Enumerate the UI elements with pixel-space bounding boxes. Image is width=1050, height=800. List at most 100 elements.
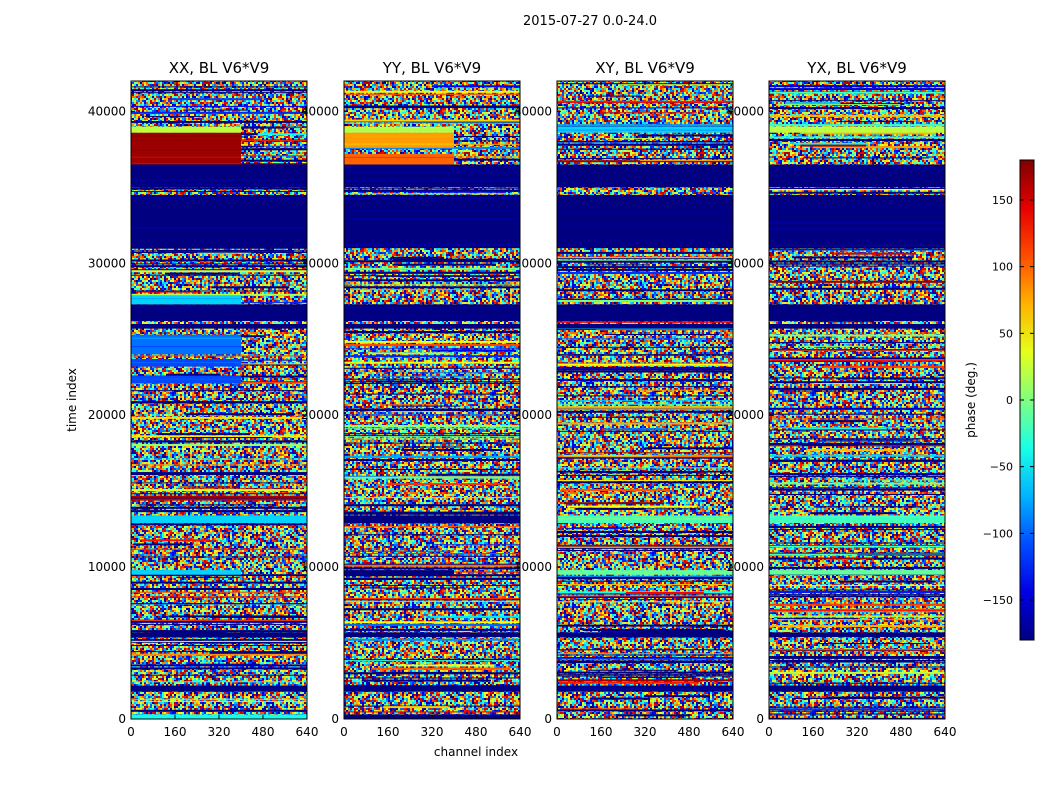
streak-line	[557, 660, 733, 663]
streak-line	[565, 528, 628, 530]
y-tick-label: 20000	[514, 408, 552, 422]
streak-line	[769, 713, 945, 715]
streak-line	[769, 459, 945, 462]
streak-line	[777, 617, 858, 619]
x-tick-label: 640	[509, 725, 532, 739]
band-texture	[344, 244, 520, 246]
streak-line	[377, 671, 491, 674]
streak-line	[131, 575, 307, 576]
streak-line	[131, 265, 307, 268]
streak-line	[344, 578, 520, 580]
band-texture	[557, 197, 733, 199]
streak-line	[634, 630, 733, 633]
streak-line	[793, 142, 869, 145]
streak-line	[144, 116, 206, 118]
band-texture	[131, 162, 241, 164]
phase-band	[344, 153, 454, 165]
streak-line	[769, 529, 945, 531]
streak-line	[769, 657, 945, 659]
streak-line	[430, 615, 520, 618]
band-texture	[344, 129, 454, 131]
streak-line	[359, 587, 466, 589]
streak-line	[769, 552, 945, 554]
streak-line	[344, 442, 520, 444]
x-tick-label: 160	[802, 725, 825, 739]
streak-line	[131, 495, 307, 498]
band-texture	[344, 210, 520, 212]
x-tick-label: 640	[934, 725, 957, 739]
streak-line	[769, 442, 945, 445]
streak-line	[344, 378, 520, 380]
colorbar-tick-label: −150	[983, 594, 1013, 607]
streak-line	[131, 674, 307, 676]
streak-line	[576, 599, 674, 600]
streak-line	[131, 588, 307, 590]
colorbar: −150 −100 −50 0 50 100 150 phase (deg.)	[964, 159, 1035, 641]
streak-line	[838, 580, 936, 583]
streak-line	[769, 88, 945, 91]
band-texture	[131, 235, 307, 236]
band-texture	[131, 179, 307, 181]
streak-line	[813, 506, 922, 508]
streak-line	[557, 143, 733, 146]
streak-line	[777, 104, 901, 106]
streak-line	[557, 481, 733, 483]
streak-line	[344, 599, 520, 601]
streak-line	[792, 427, 887, 430]
phase-band	[769, 324, 945, 329]
noise-field	[769, 81, 945, 719]
streak-line	[769, 139, 945, 141]
streak-line	[344, 284, 520, 286]
streak-line	[180, 486, 239, 488]
streak-line	[413, 372, 520, 374]
streak-line	[785, 102, 841, 105]
streak-line	[557, 259, 733, 262]
streak-line	[344, 511, 520, 514]
streak-line	[168, 615, 302, 618]
streak-line	[769, 418, 945, 420]
streak-line	[383, 706, 449, 709]
streak-line	[131, 497, 307, 499]
phase-band	[557, 164, 733, 188]
streak-line	[131, 247, 307, 249]
panel-image	[769, 81, 945, 719]
streak-line	[197, 252, 252, 254]
band-texture	[344, 180, 520, 181]
streak-line	[769, 287, 945, 290]
streak-line	[769, 619, 945, 621]
streak-line	[557, 474, 733, 476]
band-texture	[131, 337, 241, 339]
streak-line	[131, 619, 307, 621]
streak-line	[800, 144, 867, 147]
streak-line	[344, 146, 520, 149]
streak-line	[131, 416, 307, 419]
streak-line	[344, 512, 520, 515]
streak-line	[344, 584, 520, 586]
phase-band	[769, 164, 945, 188]
phase-band	[131, 132, 241, 165]
band-texture	[131, 175, 307, 177]
streak-line	[557, 575, 733, 578]
streak-line	[344, 435, 520, 437]
x-axis-label: channel index	[434, 745, 518, 759]
band-texture	[344, 156, 454, 158]
phase-band	[769, 570, 945, 575]
streak-line	[557, 289, 733, 292]
streak-line	[816, 440, 921, 442]
streak-line	[769, 413, 945, 415]
x-tick-label: 320	[208, 725, 231, 739]
streak-line	[557, 547, 733, 549]
streak-line	[590, 697, 649, 700]
streak-line	[769, 487, 945, 489]
streak-line	[344, 279, 520, 282]
streak-line	[557, 268, 733, 271]
streak-line	[814, 383, 912, 385]
streak-line	[131, 620, 307, 623]
streak-line	[557, 298, 733, 301]
streak-line	[557, 709, 733, 712]
streak-line	[557, 430, 733, 432]
y-tick-label: 0	[331, 712, 339, 726]
streak-line	[344, 122, 520, 124]
streak-line	[557, 550, 733, 551]
streak-line	[601, 677, 688, 678]
